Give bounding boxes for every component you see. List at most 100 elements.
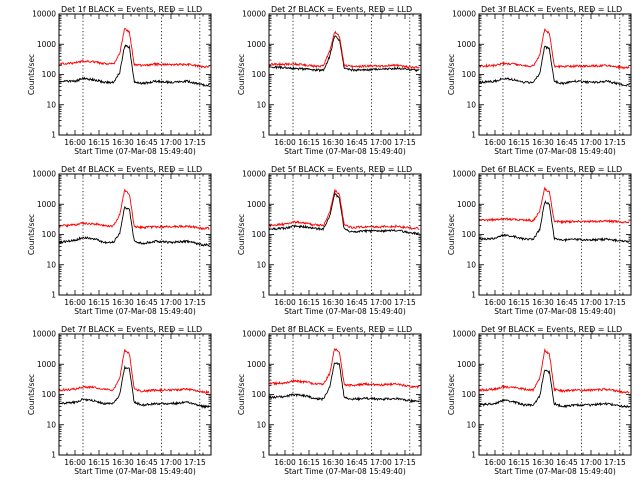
x-tick-label: 17:00	[160, 298, 182, 307]
x-axis-label: Start Time (07-Mar-08 15:49:40)	[284, 467, 406, 476]
y-tick-label: 10	[256, 100, 266, 109]
x-tick-label: 17:15	[604, 298, 626, 307]
y-tick-label: 10	[46, 420, 56, 429]
events-series-line	[478, 45, 630, 87]
x-tick-label: 17:15	[604, 458, 626, 467]
corner-marker	[591, 8, 600, 15]
y-axis-label: Counts/sec	[237, 214, 246, 255]
x-tick-label: 16:30	[532, 138, 554, 147]
x-tick-label: 16:15	[88, 138, 110, 147]
x-tick-label: 16:45	[346, 458, 368, 467]
y-tick-label: 10000	[242, 10, 266, 19]
y-tick-label: 10000	[452, 10, 476, 19]
x-tick-label: 17:00	[580, 458, 602, 467]
y-tick-label: 100	[42, 390, 57, 399]
x-tick-label: 16:00	[274, 298, 296, 307]
y-tick-label: 1000	[247, 200, 266, 209]
x-tick-label: 16:45	[556, 138, 578, 147]
x-axis-label: Start Time (07-Mar-08 15:49:40)	[74, 307, 196, 316]
x-tick-label: 16:00	[484, 298, 506, 307]
y-axis-label: Counts/sec	[27, 214, 36, 255]
x-tick-label: 16:30	[322, 138, 344, 147]
corner-marker	[591, 328, 600, 335]
x-axis-label: Start Time (07-Mar-08 15:49:40)	[74, 147, 196, 156]
x-tick-label: 17:15	[394, 298, 416, 307]
panel-title: Det 2f BLACK = Events, RED = LLD	[271, 5, 412, 14]
events-series-line	[59, 44, 210, 88]
panel-det-8: 1 10 100 1000 10000 16:00 16:15 16:30 16:45 17:00…	[237, 325, 422, 476]
y-tick-label: 10	[46, 100, 56, 109]
y-axis-label: Counts/sec	[447, 54, 456, 95]
events-series-line	[268, 35, 420, 73]
panel-det-9: 1 10 100 1000 10000 16:00 16:15 16:30 16:45 17:00…	[447, 325, 632, 476]
corner-marker	[591, 168, 600, 175]
y-tick-label: 1000	[247, 360, 266, 369]
y-tick-label: 100	[252, 230, 267, 239]
lld-series-line	[478, 28, 630, 70]
x-tick-label: 16:45	[556, 298, 578, 307]
x-axis-label: Start Time (07-Mar-08 15:49:40)	[494, 147, 616, 156]
panel-title: Det 8f BLACK = Events, RED = LLD	[271, 325, 412, 334]
x-tick-label: 16:30	[322, 298, 344, 307]
panel-det-6: 1 10 100 1000 10000 16:00 16:15 16:30 16:45 17:00…	[447, 165, 632, 316]
y-tick-label: 1	[261, 291, 266, 300]
corner-marker	[381, 168, 390, 175]
y-tick-label: 1000	[457, 40, 476, 49]
y-tick-label: 100	[462, 390, 477, 399]
y-axis-label: Counts/sec	[237, 374, 246, 415]
corner-marker	[381, 328, 390, 335]
x-tick-label: 16:00	[484, 458, 506, 467]
panel-det-7: 1 10 100 1000 10000 16:00 16:15 16:30 16:45 17:00…	[27, 325, 212, 476]
lld-series-line	[269, 30, 420, 70]
y-axis-label: Counts/sec	[447, 374, 456, 415]
x-tick-label: 16:30	[322, 458, 344, 467]
y-tick-label: 10	[466, 100, 476, 109]
x-tick-label: 16:15	[508, 298, 530, 307]
y-tick-label: 100	[252, 390, 267, 399]
x-tick-label: 16:00	[64, 458, 86, 467]
lld-series-line	[58, 349, 210, 395]
panel-title: Det 9f BLACK = Events, RED = LLD	[481, 325, 622, 334]
x-tick-label: 16:30	[112, 298, 134, 307]
x-tick-label: 16:45	[136, 298, 158, 307]
x-tick-label: 17:00	[370, 138, 392, 147]
y-tick-label: 10	[466, 420, 476, 429]
plot-frame	[58, 13, 212, 136]
x-tick-label: 16:30	[532, 458, 554, 467]
x-tick-label: 16:00	[274, 138, 296, 147]
events-series-line	[268, 191, 420, 236]
x-tick-label: 16:15	[298, 298, 320, 307]
y-tick-label: 1000	[247, 40, 266, 49]
y-tick-label: 10	[256, 420, 266, 429]
y-tick-label: 100	[462, 70, 477, 79]
lld-series-line	[269, 188, 420, 230]
events-series-line	[479, 200, 630, 243]
plot-frame	[478, 333, 632, 456]
lld-series-line	[59, 188, 210, 231]
x-tick-label: 16:45	[556, 458, 578, 467]
y-tick-label: 10000	[452, 330, 476, 339]
y-tick-label: 1	[51, 131, 56, 140]
x-tick-label: 17:15	[604, 138, 626, 147]
x-tick-label: 16:45	[346, 298, 368, 307]
x-tick-label: 16:15	[88, 298, 110, 307]
x-tick-label: 17:15	[184, 138, 206, 147]
corner-marker	[171, 8, 180, 15]
x-tick-label: 16:30	[532, 298, 554, 307]
panel-det-4: 1 10 100 1000 10000 16:00 16:15 16:30 16:45 17:00…	[27, 165, 212, 316]
y-tick-label: 10000	[242, 170, 266, 179]
y-tick-label: 1	[51, 451, 56, 460]
x-tick-label: 17:15	[184, 298, 206, 307]
y-axis-label: Counts/sec	[27, 54, 36, 95]
y-tick-label: 1	[261, 451, 266, 460]
x-tick-label: 16:30	[112, 458, 134, 467]
y-tick-label: 1	[51, 291, 56, 300]
x-tick-label: 17:00	[160, 138, 182, 147]
plot-frame	[478, 13, 632, 136]
x-tick-label: 17:00	[160, 458, 182, 467]
x-axis-label: Start Time (07-Mar-08 15:49:40)	[74, 467, 196, 476]
x-tick-label: 17:00	[370, 298, 392, 307]
x-tick-label: 17:15	[394, 138, 416, 147]
corner-marker	[171, 328, 180, 335]
